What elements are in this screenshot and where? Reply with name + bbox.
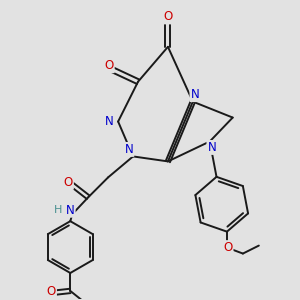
Text: N: N xyxy=(66,204,75,217)
Text: O: O xyxy=(64,176,73,189)
Text: N: N xyxy=(105,115,113,128)
Text: O: O xyxy=(163,11,172,23)
Text: H: H xyxy=(54,205,62,215)
Text: N: N xyxy=(207,141,216,154)
Text: O: O xyxy=(47,285,56,298)
Text: O: O xyxy=(104,59,114,72)
Text: O: O xyxy=(223,241,232,254)
Text: N: N xyxy=(190,88,199,101)
Text: N: N xyxy=(125,143,134,156)
